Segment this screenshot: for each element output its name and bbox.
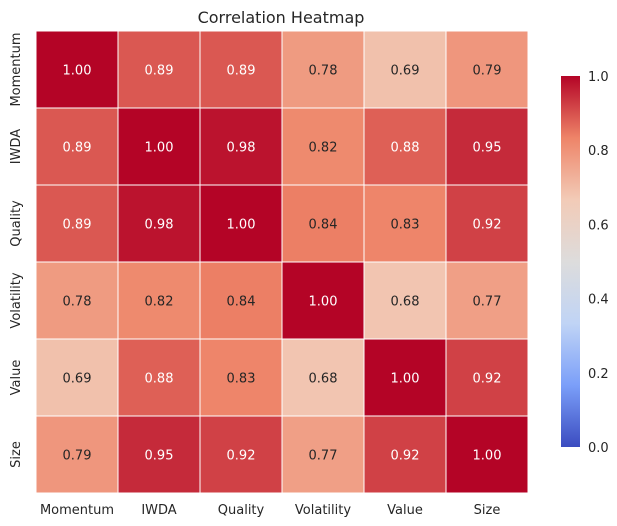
colorbar: 0.0 0.2 0.4 0.6 0.8 1.0 (561, 70, 609, 456)
cell-value-label: 0.88 (145, 372, 174, 387)
heatmap-cell (363, 30, 447, 109)
heatmap-cell (281, 415, 365, 494)
heatmap-cell (281, 107, 365, 186)
x-tick-label: Size (474, 503, 501, 518)
cell-value-label: 0.89 (63, 141, 92, 156)
y-tick-label: Quality (9, 200, 24, 247)
heatmap-cell (445, 261, 529, 340)
heatmap-cell (445, 415, 529, 494)
heatmap-cell (363, 415, 447, 494)
cell-value-label: 1.00 (309, 295, 338, 310)
x-tick-labels: Momentum IWDA Quality Volatility Value Size (40, 503, 500, 518)
cell-value-label: 0.95 (145, 449, 174, 464)
heatmap-cells: 1.00 0.89 0.89 0.78 0.69 0.79 0.89 1.00 0.98 0.82… (35, 30, 529, 494)
cell-value-label: 0.78 (63, 295, 92, 310)
chart-title: Correlation Heatmap (198, 8, 365, 27)
heatmap-cell (199, 338, 283, 417)
cell-value-label: 0.69 (63, 372, 92, 387)
heatmap-cell (281, 30, 365, 109)
heatmap-cell (363, 184, 447, 263)
cell-value-label: 0.83 (391, 218, 420, 233)
colorbar-tick-label: 0.6 (588, 218, 609, 233)
heatmap-cell (281, 338, 365, 417)
cell-value-label: 0.68 (391, 295, 420, 310)
cell-value-label: 0.69 (391, 64, 420, 79)
heatmap-cell (35, 184, 119, 263)
cell-value-label: 1.00 (227, 218, 256, 233)
cell-value-label: 0.77 (309, 449, 338, 464)
y-tick-label: IWDA (9, 129, 24, 164)
heatmap-cell (445, 184, 529, 263)
heatmap-cell (445, 338, 529, 417)
cell-value-label: 0.89 (145, 64, 174, 79)
colorbar-tick-label: 0.4 (588, 293, 609, 308)
heatmap-cell (117, 30, 201, 109)
cell-value-label: 0.89 (227, 64, 256, 79)
colorbar-tick-label: 0.2 (588, 367, 609, 382)
x-tick-label: Value (387, 503, 423, 518)
heatmap-cell (117, 261, 201, 340)
cell-value-label: 0.98 (227, 141, 256, 156)
heatmap-cell (363, 338, 447, 417)
y-tick-label: Momentum (9, 32, 24, 106)
y-tick-label: Size (9, 441, 24, 468)
heatmap-cell (35, 338, 119, 417)
x-tick-label: Momentum (40, 503, 114, 518)
cell-value-label: 0.92 (227, 449, 256, 464)
heatmap-cell (35, 30, 119, 109)
heatmap-cell (35, 415, 119, 494)
cell-value-label: 0.88 (391, 141, 420, 156)
cell-value-label: 0.84 (227, 295, 256, 310)
cell-value-label: 0.95 (473, 141, 502, 156)
cell-value-label: 0.92 (473, 218, 502, 233)
y-tick-labels: Momentum IWDA Quality Volatility Value Size (9, 32, 24, 467)
heatmap-cell (199, 261, 283, 340)
colorbar-gradient (561, 76, 580, 447)
heatmap-cell (199, 30, 283, 109)
heatmap-cell (445, 107, 529, 186)
cell-value-label: 0.83 (227, 372, 256, 387)
heatmap-cell (363, 261, 447, 340)
heatmap-cell (35, 261, 119, 340)
colorbar-tick-label: 1.0 (588, 70, 609, 85)
colorbar-tick-label: 0.8 (588, 144, 609, 159)
cell-value-label: 0.82 (145, 295, 174, 310)
y-tick-label: Value (9, 360, 24, 396)
colorbar-tick-label: 0.0 (588, 441, 609, 456)
cell-value-label: 0.89 (63, 218, 92, 233)
cell-value-label: 0.77 (473, 295, 502, 310)
heatmap-cell (445, 30, 529, 109)
x-tick-label: Quality (218, 503, 265, 518)
cell-value-label: 0.79 (63, 449, 92, 464)
cell-value-label: 0.98 (145, 218, 174, 233)
cell-value-label: 0.78 (309, 64, 338, 79)
cell-value-label: 1.00 (391, 372, 420, 387)
heatmap-cell (281, 261, 365, 340)
cell-value-label: 1.00 (145, 141, 174, 156)
cell-value-label: 0.68 (309, 372, 338, 387)
cell-value-label: 0.82 (309, 141, 338, 156)
heatmap-cell (281, 184, 365, 263)
cell-value-label: 1.00 (63, 64, 92, 79)
heatmap-cell (117, 184, 201, 263)
cell-value-label: 0.92 (391, 449, 420, 464)
x-tick-label: Volatility (295, 503, 351, 518)
x-tick-label: IWDA (141, 503, 176, 518)
cell-value-label: 0.79 (473, 64, 502, 79)
y-tick-label: Volatility (9, 272, 24, 328)
cell-value-label: 1.00 (473, 449, 502, 464)
cell-value-label: 0.84 (309, 218, 338, 233)
cell-value-label: 0.92 (473, 372, 502, 387)
heatmap-cell (117, 107, 201, 186)
colorbar-tick-labels: 0.0 0.2 0.4 0.6 0.8 1.0 (588, 70, 609, 456)
